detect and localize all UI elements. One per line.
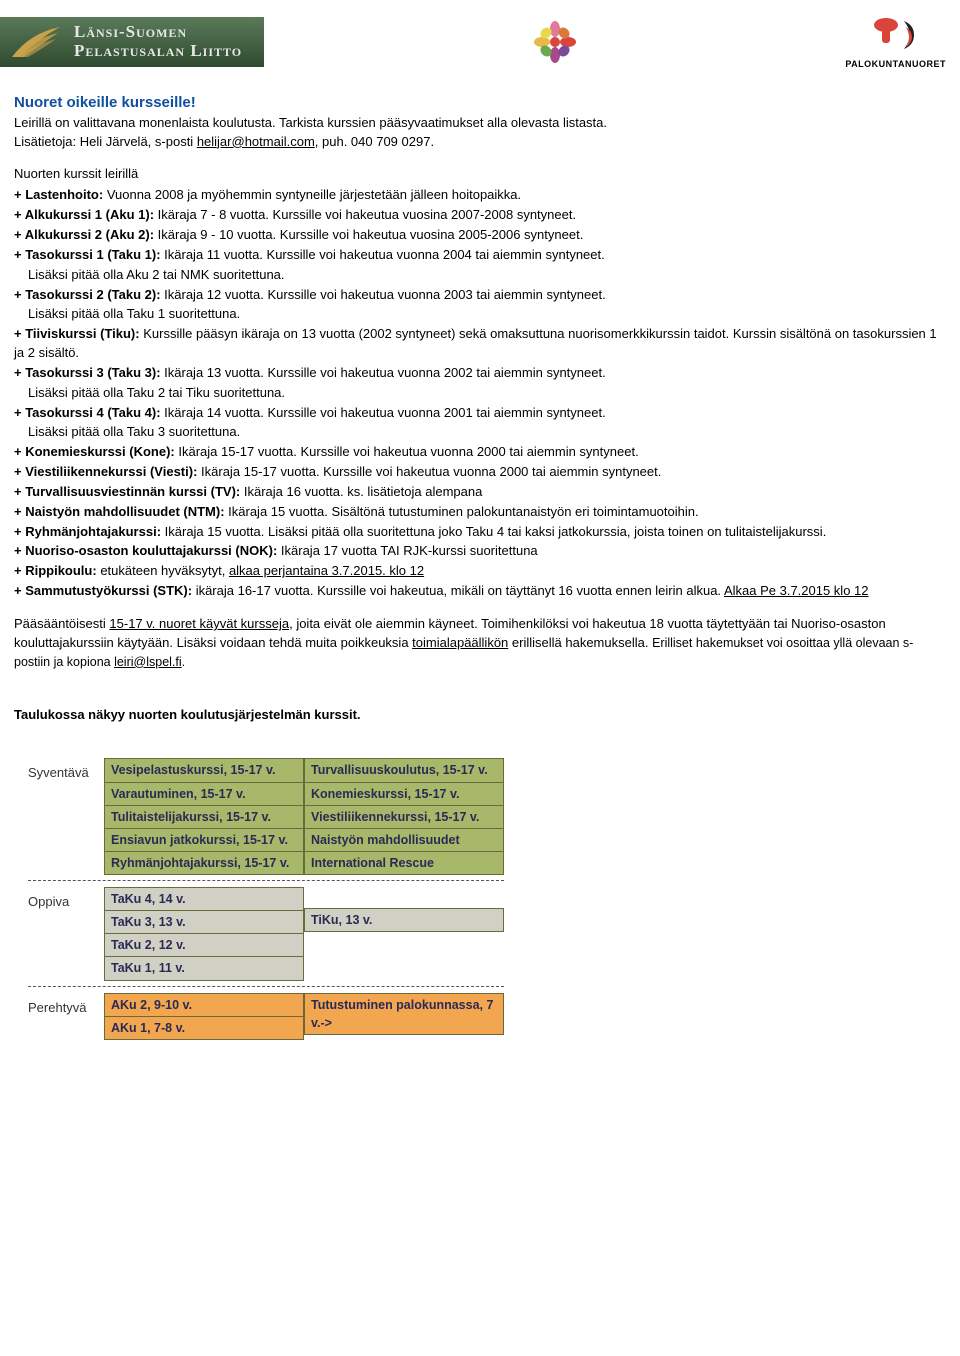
chart-cell: TaKu 3, 13 v.	[104, 910, 304, 934]
chart-cell: Konemieskurssi, 15-17 v.	[304, 782, 504, 806]
feather-emblem-icon	[10, 23, 64, 61]
copy-email-link[interactable]: leiri@lspel.fi	[114, 655, 182, 669]
course-line: + Turvallisuusviestinnän kurssi (TV): Ik…	[14, 483, 946, 502]
org-line2: Pelastusalan Liitto	[74, 42, 242, 61]
rules-paragraph: Pääsääntöisesti 15-17 v. nuoret käyvät k…	[14, 615, 946, 672]
course-line: + Naistyön mahdollisuudet (NTM): Ikäraja…	[14, 503, 946, 522]
right-logo-label: PALOKUNTANUORET	[845, 58, 946, 71]
chart-cell: AKu 2, 9-10 v.	[104, 993, 304, 1017]
course-line: + Konemieskurssi (Kone): Ikäraja 15-17 v…	[14, 443, 946, 462]
chart-tier-row: OppivaTaKu 4, 14 v.TaKu 3, 13 v.TaKu 2, …	[28, 887, 946, 980]
chart-tier-label: Syventävä	[28, 758, 104, 874]
course-line: + Tasokurssi 4 (Taku 4): Ikäraja 14 vuot…	[14, 404, 946, 423]
intro-line2: Lisätietoja: Heli Järvelä, s-posti helij…	[14, 133, 946, 152]
chart-cell: Turvallisuuskoulutus, 15-17 v.	[304, 758, 504, 782]
course-line: + Ryhmänjohtajakurssi: Ikäraja 15 vuotta…	[14, 523, 946, 542]
chart-tier-row: SyventäväVesipelastuskurssi, 15-17 v.Var…	[28, 758, 946, 874]
chart-cell: TaKu 2, 12 v.	[104, 933, 304, 957]
chart-tier-label: Perehtyvä	[28, 993, 104, 1055]
chart-cell: Varautuminen, 15-17 v.	[104, 782, 304, 806]
flower-icon	[533, 20, 577, 64]
chart-tier-divider	[28, 880, 504, 881]
firefighter-icon	[868, 13, 924, 53]
section-heading: Nuorten kurssit leirillä	[14, 165, 946, 184]
intro-line1: Leirillä on valittavana monenlaista koul…	[14, 114, 946, 133]
chart-cell	[304, 1034, 504, 1055]
page-header: Länsi-Suomen Pelastusalan Liitto PALOKUN	[0, 0, 960, 84]
chart-cell: TaKu 4, 14 v.	[104, 887, 304, 911]
course-line: + Viestiliikennekurssi (Viesti): Ikäraja…	[14, 463, 946, 482]
page-title: Nuoret oikeille kursseille!	[14, 92, 946, 114]
course-list: + Lastenhoito: Vuonna 2008 ja myöhemmin …	[14, 186, 946, 601]
course-line-indent: Lisäksi pitää olla Taku 1 suoritettuna.	[14, 305, 946, 324]
chart-tier-row: PerehtyväAKu 2, 9-10 v.AKu 1, 7-8 v.Tutu…	[28, 993, 946, 1055]
chart-tier-divider	[28, 986, 504, 987]
course-line-indent: Lisäksi pitää olla Aku 2 tai NMK suorite…	[14, 266, 946, 285]
course-line: + Rippikoulu: etukäteen hyväksytyt, alka…	[14, 562, 946, 581]
course-line: + Tasokurssi 2 (Taku 2): Ikäraja 12 vuot…	[14, 286, 946, 305]
chart-cell	[304, 931, 504, 952]
course-line-indent: Lisäksi pitää olla Taku 2 tai Tiku suori…	[14, 384, 946, 403]
chart-cell: International Rescue	[304, 851, 504, 875]
chart-cell: Naistyön mahdollisuudet	[304, 828, 504, 852]
chart-tier-label: Oppiva	[28, 887, 104, 980]
chart-cell: TaKu 1, 11 v.	[104, 956, 304, 980]
chart-cell: Viestiliikennekurssi, 15-17 v.	[304, 805, 504, 829]
course-line: + Lastenhoito: Vuonna 2008 ja myöhemmin …	[14, 186, 946, 205]
chart-title: Taulukossa näkyy nuorten koulutusjärjest…	[14, 706, 946, 725]
chart-cell: AKu 1, 7-8 v.	[104, 1016, 304, 1040]
org-logo: Länsi-Suomen Pelastusalan Liitto	[0, 17, 264, 67]
course-line-indent: Lisäksi pitää olla Taku 3 suoritettuna.	[14, 423, 946, 442]
org-line1: Länsi-Suomen	[74, 23, 242, 42]
course-line: + Sammutustyökurssi (STK): ikäraja 16-17…	[14, 582, 946, 601]
chart-cell: Ryhmänjohtajakurssi, 15-17 v.	[104, 851, 304, 875]
chart-cell: Tulitaistelijakurssi, 15-17 v.	[104, 805, 304, 829]
course-line: + Alkukurssi 1 (Aku 1): Ikäraja 7 - 8 vu…	[14, 206, 946, 225]
course-line: + Tiiviskurssi (Tiku): Kurssille pääsyn …	[14, 325, 946, 363]
chart-cell	[304, 887, 504, 908]
contact-email-link[interactable]: helijar@hotmail.com	[197, 134, 315, 149]
course-line: + Tasokurssi 1 (Taku 1): Ikäraja 11 vuot…	[14, 246, 946, 265]
chart-cell: TiKu, 13 v.	[304, 908, 504, 932]
course-line: + Tasokurssi 3 (Taku 3): Ikäraja 13 vuot…	[14, 364, 946, 383]
chart-cell: Ensiavun jatkokurssi, 15-17 v.	[104, 828, 304, 852]
document-body: Nuoret oikeille kursseille! Leirillä on …	[0, 84, 960, 1075]
right-logo: PALOKUNTANUORET	[845, 13, 946, 72]
chart-cell	[304, 952, 504, 973]
course-line: + Alkukurssi 2 (Aku 2): Ikäraja 9 - 10 v…	[14, 226, 946, 245]
course-line: + Nuoriso-osaston kouluttajakurssi (NOK)…	[14, 542, 946, 561]
chart-cell: Tutustuminen palokunnassa, 7 v.->	[304, 993, 504, 1035]
course-tiers-chart: SyventäväVesipelastuskurssi, 15-17 v.Var…	[14, 758, 946, 1054]
chart-cell: Vesipelastuskurssi, 15-17 v.	[104, 758, 304, 782]
